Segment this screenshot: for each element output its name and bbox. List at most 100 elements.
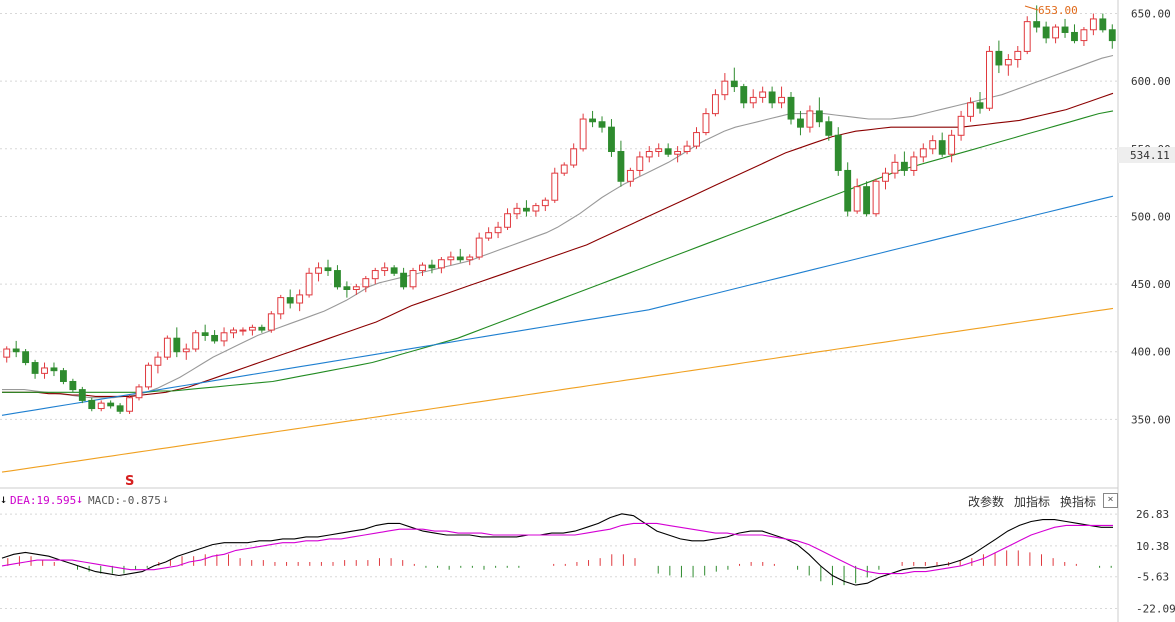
candle-body[interactable]: [910, 156, 918, 171]
edit-params-button[interactable]: 改参数: [968, 495, 1005, 509]
candle[interactable]: [343, 281, 351, 298]
candle[interactable]: [787, 91, 795, 125]
candle[interactable]: [419, 262, 426, 276]
candle[interactable]: [1042, 21, 1050, 44]
candle-body[interactable]: [522, 207, 530, 212]
candle-body[interactable]: [608, 126, 615, 153]
candle-body[interactable]: [948, 134, 956, 155]
candle-body[interactable]: [617, 151, 625, 182]
candle-body[interactable]: [390, 267, 398, 274]
candle-body[interactable]: [551, 172, 559, 201]
candle-body[interactable]: [315, 267, 322, 274]
candle-body[interactable]: [145, 364, 152, 388]
candle[interactable]: [1014, 45, 1022, 68]
candle-body[interactable]: [938, 140, 946, 155]
candle-body[interactable]: [1042, 26, 1050, 39]
candle[interactable]: [334, 265, 341, 290]
candle-body[interactable]: [97, 402, 105, 410]
candle-body[interactable]: [825, 121, 833, 136]
candle[interactable]: [258, 324, 266, 333]
candle[interactable]: [154, 351, 162, 374]
candle[interactable]: [88, 397, 96, 412]
candle-body[interactable]: [277, 297, 285, 315]
add-indicator-button[interactable]: 加指标: [1014, 495, 1051, 509]
candle[interactable]: [267, 311, 275, 333]
candle-body[interactable]: [513, 207, 521, 215]
candle-body[interactable]: [664, 148, 672, 155]
candle[interactable]: [768, 86, 776, 109]
candle[interactable]: [900, 151, 908, 176]
candle[interactable]: [910, 151, 918, 176]
candle-body[interactable]: [967, 102, 974, 117]
candle-body[interactable]: [400, 272, 408, 288]
candle-body[interactable]: [570, 148, 578, 166]
candle-body[interactable]: [296, 294, 304, 304]
candle-body[interactable]: [1099, 18, 1107, 31]
candle[interactable]: [41, 362, 48, 379]
candle-body[interactable]: [1004, 59, 1012, 66]
candle-body[interactable]: [1033, 21, 1041, 28]
candle[interactable]: [674, 146, 682, 163]
candle[interactable]: [437, 257, 445, 274]
candle[interactable]: [806, 105, 814, 133]
candle[interactable]: [617, 140, 625, 187]
candle-body[interactable]: [541, 199, 549, 207]
candle-body[interactable]: [721, 80, 729, 96]
candle[interactable]: [116, 403, 124, 414]
candle[interactable]: [579, 113, 587, 152]
candle[interactable]: [428, 259, 436, 274]
candle-body[interactable]: [863, 186, 871, 215]
candle-body[interactable]: [466, 256, 474, 261]
candle-body[interactable]: [532, 205, 540, 212]
candle[interactable]: [834, 127, 842, 176]
candle[interactable]: [532, 202, 540, 217]
candle-body[interactable]: [258, 326, 266, 331]
candle-body[interactable]: [1108, 29, 1116, 42]
candle-body[interactable]: [239, 329, 247, 332]
candle[interactable]: [163, 335, 171, 360]
candle-body[interactable]: [173, 337, 181, 353]
candle[interactable]: [475, 232, 483, 260]
candle[interactable]: [3, 346, 11, 363]
candle[interactable]: [608, 119, 615, 157]
candle-body[interactable]: [598, 121, 606, 128]
candle[interactable]: [1080, 27, 1088, 46]
candle-body[interactable]: [797, 118, 804, 128]
candle-body[interactable]: [305, 272, 313, 296]
candle[interactable]: [976, 91, 984, 114]
candle-body[interactable]: [69, 380, 77, 391]
candle-body[interactable]: [844, 169, 852, 212]
candle[interactable]: [352, 284, 360, 295]
candle-body[interactable]: [3, 348, 11, 358]
candle-body[interactable]: [22, 351, 30, 364]
candle-body[interactable]: [456, 256, 464, 261]
candle[interactable]: [853, 178, 861, 214]
candle[interactable]: [844, 162, 852, 217]
candle-body[interactable]: [589, 118, 597, 123]
close-icon[interactable]: ×: [1103, 493, 1118, 508]
candle[interactable]: [390, 265, 398, 276]
candle[interactable]: [1099, 13, 1107, 33]
candle[interactable]: [815, 97, 823, 128]
candle[interactable]: [485, 227, 493, 241]
candle[interactable]: [248, 324, 256, 336]
candle-body[interactable]: [929, 140, 937, 150]
candle[interactable]: [381, 262, 389, 276]
candle-body[interactable]: [352, 286, 360, 290]
signal-marker[interactable]: S: [125, 474, 134, 489]
candle[interactable]: [173, 327, 181, 358]
candle-body[interactable]: [409, 270, 417, 288]
candle[interactable]: [749, 89, 757, 109]
candle[interactable]: [1052, 24, 1060, 44]
candle-body[interactable]: [1023, 21, 1031, 52]
candle-body[interactable]: [976, 102, 984, 109]
candle-body[interactable]: [778, 96, 785, 104]
candle[interactable]: [220, 327, 228, 347]
macd-histogram[interactable]: [7, 550, 1112, 586]
candle[interactable]: [541, 197, 549, 212]
candle-body[interactable]: [1071, 31, 1078, 42]
candle-body[interactable]: [504, 213, 511, 228]
candle[interactable]: [825, 116, 833, 141]
candle[interactable]: [919, 143, 927, 163]
candle[interactable]: [211, 330, 219, 344]
